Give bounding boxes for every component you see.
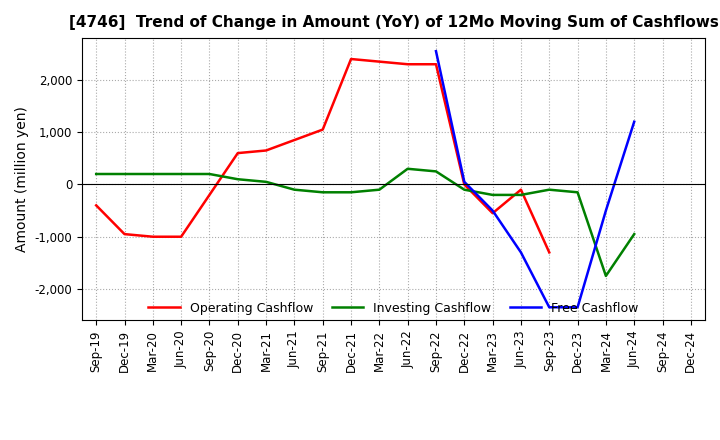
Investing Cashflow [205,171,214,176]
Investing Cashflow [347,190,356,195]
Operating Cashflow [630,62,639,67]
Free Cashflow [573,304,582,310]
Investing Cashflow [573,190,582,195]
Investing Cashflow [630,231,639,237]
Operating Cashflow [318,127,327,132]
Investing Cashflow [262,179,271,184]
Investing Cashflow [92,171,101,176]
Investing Cashflow [517,192,526,198]
Investing Cashflow [375,187,384,192]
Investing Cashflow [545,187,554,192]
Investing Cashflow [432,169,441,174]
Operating Cashflow [120,231,129,237]
Investing Cashflow [403,166,412,172]
Operating Cashflow [148,234,157,239]
Investing Cashflow [177,171,186,176]
Operating Cashflow [92,203,101,208]
Free Cashflow [630,119,639,125]
Investing Cashflow [460,187,469,192]
Operating Cashflow [233,150,242,156]
Operating Cashflow [432,62,441,67]
Investing Cashflow [290,187,299,192]
Operating Cashflow [460,182,469,187]
Operating Cashflow [177,234,186,239]
Line: Operating Cashflow: Operating Cashflow [96,59,634,253]
Operating Cashflow [205,192,214,198]
Operating Cashflow [403,62,412,67]
Operating Cashflow [517,187,526,192]
Free Cashflow [460,179,469,184]
Y-axis label: Amount (million yen): Amount (million yen) [15,106,29,252]
Operating Cashflow [545,250,554,255]
Title: [4746]  Trend of Change in Amount (YoY) of 12Mo Moving Sum of Cashflows: [4746] Trend of Change in Amount (YoY) o… [68,15,719,30]
Line: Investing Cashflow: Investing Cashflow [96,169,634,276]
Investing Cashflow [233,176,242,182]
Free Cashflow [602,208,611,213]
Operating Cashflow [262,148,271,153]
Investing Cashflow [602,273,611,279]
Free Cashflow [488,208,497,213]
Investing Cashflow [148,171,157,176]
Legend: Operating Cashflow, Investing Cashflow, Free Cashflow: Operating Cashflow, Investing Cashflow, … [143,297,644,320]
Operating Cashflow [347,56,356,62]
Investing Cashflow [318,190,327,195]
Line: Free Cashflow: Free Cashflow [436,51,634,307]
Free Cashflow [517,250,526,255]
Investing Cashflow [120,171,129,176]
Operating Cashflow [375,59,384,64]
Operating Cashflow [290,137,299,143]
Operating Cashflow [488,211,497,216]
Free Cashflow [432,48,441,54]
Free Cashflow [545,304,554,310]
Investing Cashflow [488,192,497,198]
